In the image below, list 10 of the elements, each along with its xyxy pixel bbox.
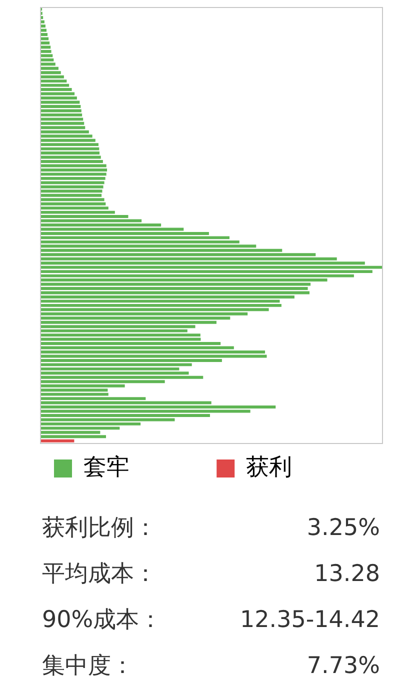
text: 3.25% — [306, 514, 380, 543]
legend-label: 套牢 — [84, 454, 203, 480]
text: 平均成本： — [42, 560, 157, 589]
legend-label: 获利 — [246, 454, 366, 480]
text: 13.28 — [314, 560, 380, 589]
text: 12.35-14.42 — [240, 606, 380, 635]
text: 90%成本： — [42, 606, 162, 635]
text: 7.73% — [306, 652, 380, 681]
text: 获利比例： — [42, 514, 157, 543]
text: 集中度： — [42, 652, 134, 681]
